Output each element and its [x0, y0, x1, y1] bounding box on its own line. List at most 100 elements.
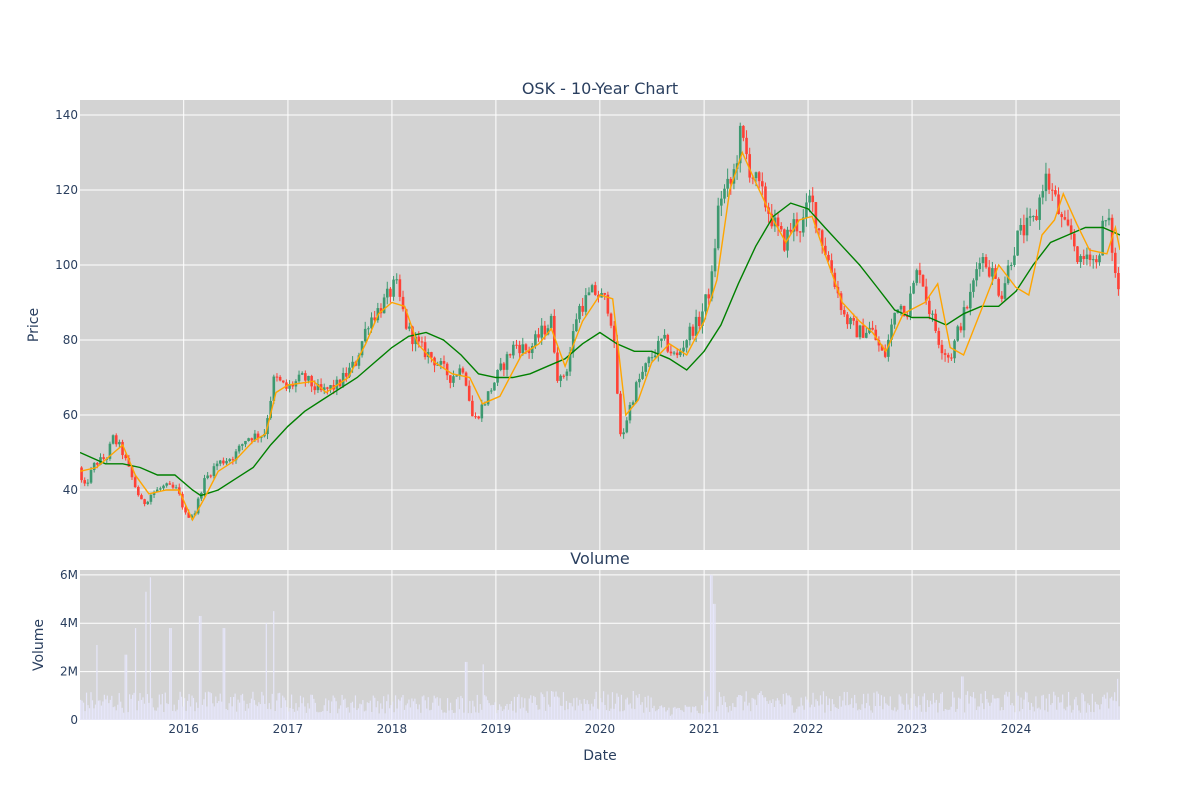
candle-body [549, 315, 553, 329]
volume-bar [80, 699, 82, 720]
volume-bar [574, 710, 576, 720]
volume-bar [161, 693, 163, 720]
volume-bar [454, 712, 456, 720]
volume-bar [426, 708, 428, 720]
x-tick-label: 2017 [273, 722, 304, 736]
volume-bar [389, 708, 391, 720]
volume-bar [258, 702, 260, 720]
volume-bar [93, 708, 95, 720]
volume-bar [871, 712, 874, 720]
candle-body [824, 245, 827, 255]
volume-bar [1013, 705, 1015, 720]
volume-bar [539, 709, 541, 720]
volume-bar [451, 710, 453, 720]
volume-bar [484, 695, 486, 720]
candle-body [1035, 215, 1038, 220]
candle-body [991, 268, 994, 277]
volume-bar [503, 709, 505, 720]
candle-body [650, 357, 654, 359]
volume-bar [742, 710, 744, 720]
candle-body [140, 495, 143, 500]
volume-bar [571, 706, 573, 720]
volume-bar [969, 696, 972, 720]
volume-y-tick-label: 0 [70, 713, 78, 727]
candle-body [1003, 283, 1007, 299]
volume-bar [299, 695, 302, 720]
volume-bar [1079, 712, 1082, 720]
volume-bar [895, 711, 897, 720]
volume-bar [1059, 702, 1061, 720]
candle-body [950, 357, 953, 359]
candle-body [1019, 224, 1023, 231]
volume-bar [745, 691, 747, 720]
volume-bar [1027, 702, 1030, 720]
volume-bar [815, 699, 817, 720]
volume-bar [400, 697, 403, 720]
candle-body [590, 285, 594, 293]
candle-body [206, 475, 209, 479]
candle-body [638, 378, 641, 383]
volume-bar [607, 694, 609, 720]
candle-body [373, 317, 376, 321]
volume-bar [238, 702, 241, 720]
candle-body [281, 380, 285, 383]
volume-bar [469, 700, 471, 720]
volume-bar [283, 697, 285, 720]
volume-bar [163, 712, 165, 720]
volume-bar [1072, 709, 1074, 720]
volume-bar [320, 711, 322, 720]
volume-bar [830, 711, 832, 720]
candle-body [997, 278, 1000, 296]
volume-bar [1100, 704, 1102, 720]
volume-bar [136, 710, 138, 720]
candle-body [839, 293, 843, 311]
candle-body [798, 231, 802, 233]
volume-bar [885, 703, 887, 720]
candle-body [571, 331, 575, 353]
candle-body [1066, 219, 1070, 226]
volume-bar [397, 699, 400, 720]
candle-body [231, 459, 235, 461]
volume-bar [867, 693, 869, 720]
volume-bar [842, 700, 844, 720]
volume-bar [876, 691, 878, 720]
volume-bar [591, 703, 593, 720]
volume-bar [1081, 692, 1083, 720]
volume-bar [674, 706, 676, 720]
candle-body [489, 390, 493, 392]
volume-bar [241, 693, 244, 720]
volume-bar [934, 702, 936, 720]
candle-body [458, 368, 462, 376]
volume-bar [608, 710, 611, 720]
candle-body [1047, 173, 1051, 190]
volume-bar [965, 694, 967, 720]
volume-bar [980, 693, 982, 720]
candle-body [464, 372, 468, 386]
volume-bar [256, 706, 258, 720]
candle-body [423, 342, 427, 358]
volume-bar [675, 708, 677, 720]
volume-bar [966, 691, 969, 720]
candle-body [80, 467, 83, 481]
volume-bar [534, 697, 536, 720]
volume-bar [155, 710, 157, 720]
volume-bar [772, 699, 774, 720]
volume-bar [653, 705, 655, 720]
candle-body [928, 300, 931, 315]
x-tick-label: 2019 [481, 722, 512, 736]
volume-bar [353, 707, 355, 720]
volume-bar [938, 702, 940, 720]
volume-bar [803, 709, 805, 720]
volume-bar [295, 703, 297, 720]
x-tick-label: 2016 [168, 722, 199, 736]
volume-bar [880, 695, 882, 720]
volume-bar [680, 709, 682, 720]
candle-body [357, 355, 361, 366]
candle-body [581, 305, 584, 312]
volume-bar [1051, 703, 1053, 720]
volume-bar [184, 698, 186, 720]
volume-bar [819, 695, 822, 720]
volume-bar [686, 706, 688, 720]
volume-bar [733, 706, 735, 720]
volume-bar [436, 697, 438, 720]
